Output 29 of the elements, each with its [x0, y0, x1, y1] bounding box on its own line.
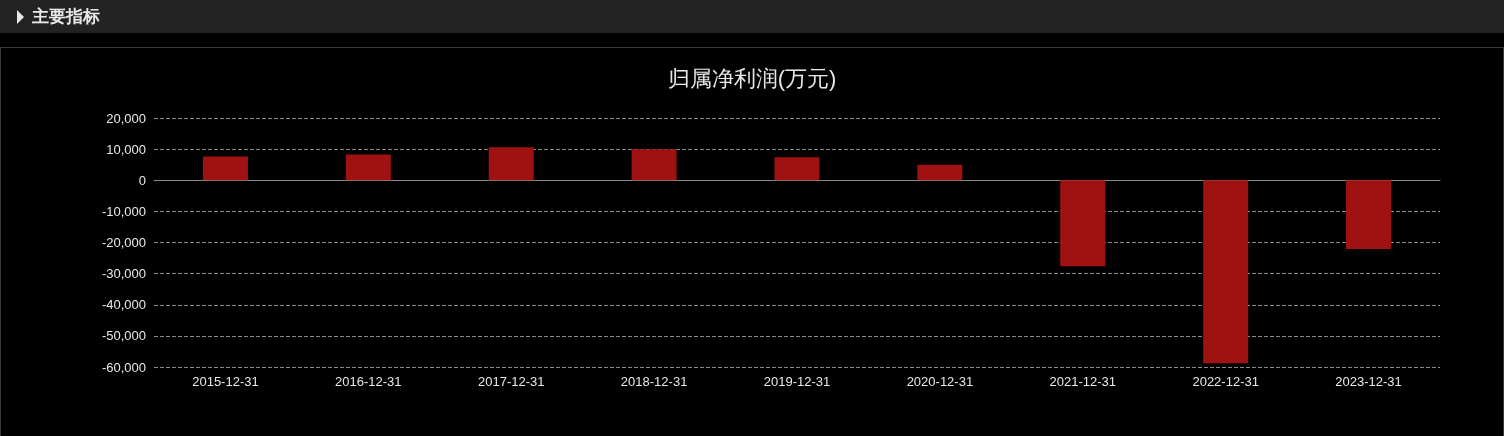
x-tick-label: 2015-12-31: [192, 374, 259, 389]
chart-title: 归属净利润(万元): [667, 65, 837, 91]
x-tick-label: 2019-12-31: [763, 374, 831, 389]
bar: [774, 157, 820, 181]
y-tick-label: -50,000: [101, 328, 146, 344]
bar: [917, 164, 963, 181]
bar: [631, 149, 677, 181]
bar: [1346, 180, 1392, 250]
y-tick-label: -60,000: [101, 359, 146, 375]
y-tick-label: 10,000: [106, 141, 146, 157]
y-tick-label: 0: [138, 172, 146, 188]
x-tick-label: 2023-12-31: [1335, 374, 1402, 389]
bar: [1203, 180, 1249, 364]
bar: [345, 154, 391, 181]
x-tick-label: 2018-12-31: [620, 374, 688, 389]
x-tick-label: 2020-12-31: [906, 374, 974, 389]
x-tick-label: 2021-12-31: [1049, 374, 1117, 389]
bar: [1060, 180, 1106, 267]
y-tick-label: -20,000: [101, 235, 146, 250]
bar: [488, 147, 534, 181]
y-tick-label: 20,000: [106, 110, 146, 126]
x-tick-label: 2016-12-31: [335, 374, 402, 389]
text: 主要指标: [32, 5, 100, 28]
y-tick-label: -40,000: [101, 297, 146, 313]
x-tick-label: 2017-12-31: [477, 374, 545, 389]
y-tick-label: -30,000: [101, 266, 146, 282]
x-tick-label: 2022-12-31: [1192, 374, 1259, 389]
y-tick-label: -10,000: [101, 203, 146, 219]
bar: [202, 156, 248, 181]
